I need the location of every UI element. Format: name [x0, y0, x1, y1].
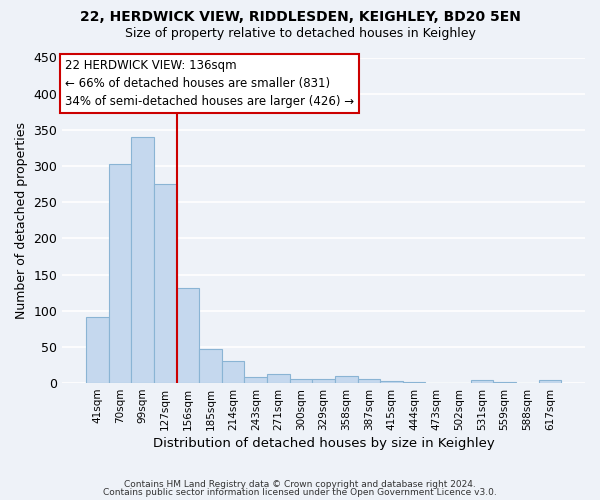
Bar [109, 164, 131, 383]
Bar [493, 382, 516, 383]
Text: Contains HM Land Registry data © Crown copyright and database right 2024.: Contains HM Land Registry data © Crown c… [124, 480, 476, 489]
Bar [335, 376, 358, 383]
Bar [290, 378, 313, 383]
Bar [244, 376, 267, 383]
X-axis label: Distribution of detached houses by size in Keighley: Distribution of detached houses by size … [153, 437, 494, 450]
Bar [267, 374, 290, 383]
Text: 22, HERDWICK VIEW, RIDDLESDEN, KEIGHLEY, BD20 5EN: 22, HERDWICK VIEW, RIDDLESDEN, KEIGHLEY,… [80, 10, 520, 24]
Y-axis label: Number of detached properties: Number of detached properties [15, 122, 28, 319]
Bar [358, 380, 380, 383]
Bar [154, 184, 176, 383]
Bar [131, 137, 154, 383]
Bar [86, 317, 109, 383]
Bar [403, 382, 425, 383]
Bar [313, 380, 335, 383]
Bar [222, 362, 244, 383]
Bar [380, 381, 403, 383]
Bar [199, 349, 222, 383]
Bar [471, 380, 493, 383]
Bar [176, 288, 199, 383]
Text: Size of property relative to detached houses in Keighley: Size of property relative to detached ho… [125, 28, 475, 40]
Text: Contains public sector information licensed under the Open Government Licence v3: Contains public sector information licen… [103, 488, 497, 497]
Bar [539, 380, 561, 383]
Text: 22 HERDWICK VIEW: 136sqm
← 66% of detached houses are smaller (831)
34% of semi-: 22 HERDWICK VIEW: 136sqm ← 66% of detach… [65, 59, 354, 108]
